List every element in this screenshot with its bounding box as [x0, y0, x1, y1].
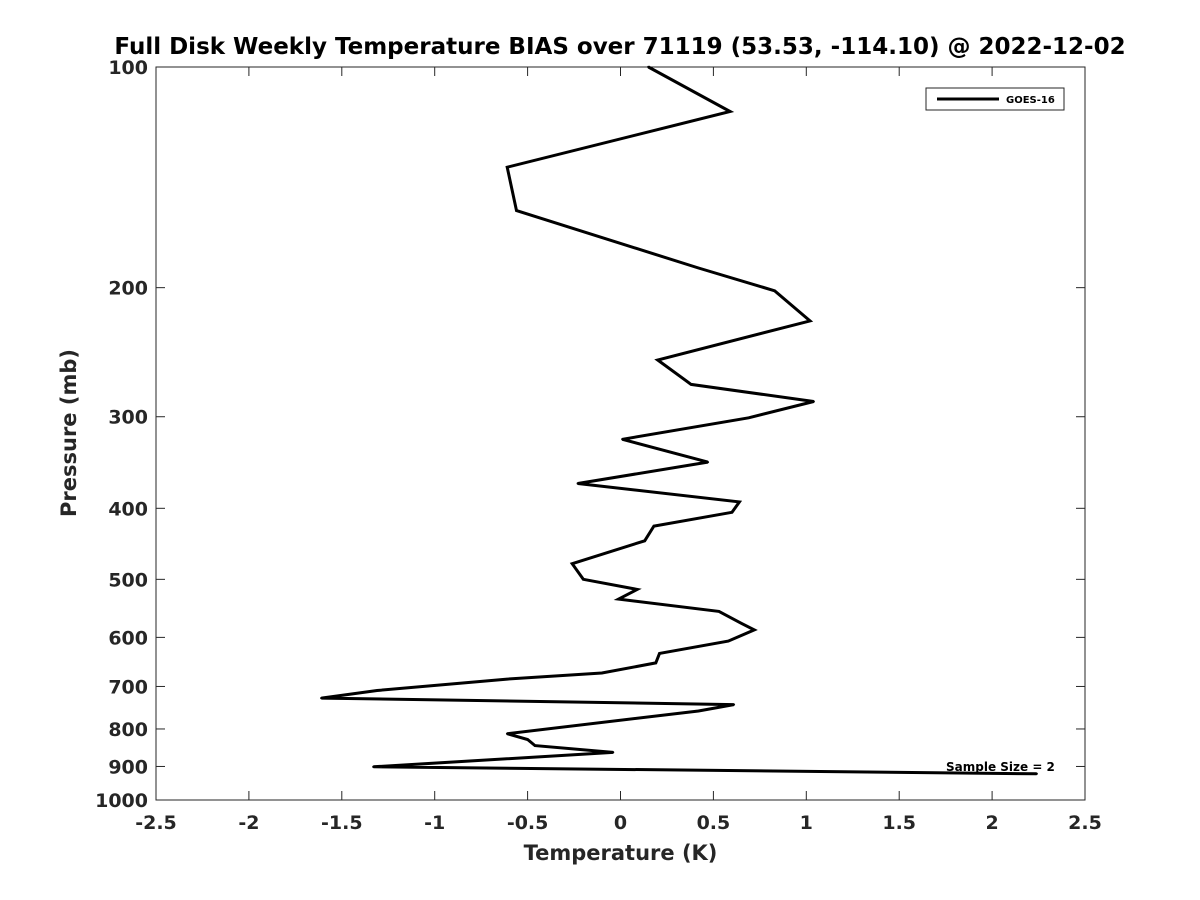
- y-tick-label: 800: [108, 719, 148, 741]
- x-tick-label: 1.5: [882, 812, 916, 834]
- data-point: [740, 622, 743, 625]
- data-point: [812, 400, 815, 403]
- x-tick-label: 1: [800, 812, 813, 834]
- y-tick-label: 700: [108, 676, 148, 698]
- data-point: [656, 358, 659, 362]
- data-point: [372, 765, 375, 769]
- data-point: [773, 289, 776, 293]
- x-axis-label: Temperature (K): [524, 841, 718, 865]
- data-point: [697, 709, 700, 713]
- data-point: [652, 524, 656, 528]
- sample-size-annotation: Sample Size = 2: [946, 760, 1055, 774]
- data-point: [570, 562, 574, 565]
- data-point: [576, 482, 579, 485]
- data-point: [658, 652, 661, 655]
- data-point: [654, 661, 658, 665]
- data-point: [505, 677, 509, 681]
- data-point: [375, 689, 379, 692]
- series-line-goes-16: [321, 65, 1037, 776]
- x-tick-label: 0: [614, 812, 627, 834]
- data-point: [611, 751, 615, 754]
- y-tick-label: 400: [108, 498, 148, 520]
- data-point: [533, 744, 537, 747]
- y-tick-label: 100: [108, 57, 148, 79]
- x-tick-label: -0.5: [507, 812, 549, 834]
- data-point: [730, 511, 734, 514]
- y-axis-label: Pressure (mb): [57, 349, 81, 517]
- data-point: [738, 500, 741, 504]
- data-point: [505, 166, 509, 169]
- data-point: [727, 639, 730, 643]
- data-point: [689, 383, 693, 386]
- y-tick-label: 300: [108, 407, 148, 429]
- legend: GOES-16: [925, 87, 1065, 111]
- y-tick-label: 1000: [95, 790, 148, 812]
- y-tick-label: 200: [108, 278, 148, 300]
- data-point: [621, 438, 624, 441]
- data-point: [320, 696, 323, 700]
- data-point: [706, 460, 710, 464]
- data-point: [697, 266, 700, 270]
- data-point: [505, 732, 509, 735]
- x-tick-label: 2: [985, 812, 998, 834]
- x-tick-label: -1: [424, 812, 445, 834]
- x-tick-label: -2.5: [135, 812, 177, 834]
- data-point: [732, 703, 736, 706]
- data-point: [717, 610, 721, 613]
- chart-title: Full Disk Weekly Temperature BIAS over 7…: [114, 34, 1125, 60]
- legend-entry-goes-16: GOES-16: [1006, 95, 1055, 106]
- x-tick-label: 0.5: [697, 812, 731, 834]
- data-point: [753, 628, 756, 632]
- y-tick-label: 900: [108, 756, 148, 778]
- data-point: [636, 588, 639, 591]
- data-point: [526, 738, 529, 741]
- data-point: [643, 539, 646, 543]
- x-tick-label: 2.5: [1068, 812, 1102, 834]
- x-tick-label: -1.5: [321, 812, 363, 834]
- x-tick-label: -2: [238, 812, 259, 834]
- data-point: [515, 209, 518, 212]
- y-tick-label: 500: [108, 569, 148, 591]
- data-point: [647, 65, 650, 69]
- data-point: [582, 578, 585, 581]
- series-layer: [320, 65, 1038, 776]
- y-tick-label: 600: [108, 627, 148, 649]
- data-point: [600, 671, 604, 675]
- data-point: [617, 597, 620, 601]
- x-axis: -2.5 -2 -1.5 -1 -0.5 0 0.5 1 1.5 2 2.5: [135, 67, 1102, 834]
- data-point: [1035, 772, 1038, 776]
- data-point: [728, 110, 732, 113]
- data-point: [808, 319, 812, 323]
- data-point: [747, 416, 750, 419]
- y-axis: 100 200 300 400 500 600 700 800 900 1000: [95, 57, 1085, 812]
